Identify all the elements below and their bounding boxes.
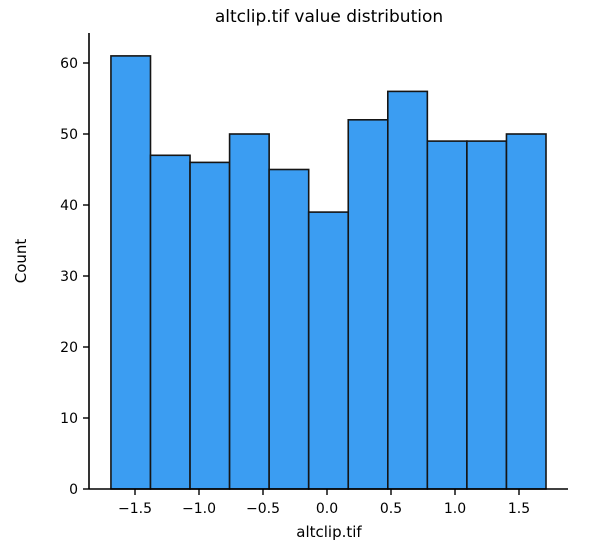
histogram-bar [189,161,231,490]
x-tick-label: −1.0 [182,501,216,517]
histogram-bar [307,211,350,490]
bars-group [110,55,547,490]
x-tick-label: 0.0 [316,501,338,517]
x-tick-label: 0.5 [380,501,402,517]
histogram-bar [347,119,389,490]
y-tick-label: 10 [60,411,78,427]
histogram-bar [386,90,429,490]
chart-title: altclip.tif value distribution [215,7,443,27]
x-tick-label: 1.5 [508,501,530,517]
y-tick-label: 60 [60,56,78,72]
histogram-bar [426,140,468,490]
y-tick-label: 30 [60,269,78,285]
x-tick-label: 1.0 [444,501,466,517]
histogram-bar [228,133,270,490]
y-tick-label: 20 [60,340,78,356]
histogram-bar [505,133,547,490]
y-tick-label: 40 [60,198,78,214]
y-tick-label: 0 [69,482,78,498]
x-axis-label: altclip.tif [296,523,362,541]
axes-group: −1.5 −1.0 −0.5 0.0 0.5 1.0 1.5 0 10 20 30 40 50 60 [60,33,568,517]
y-tick-label: 50 [60,127,78,143]
histogram-bar [149,154,191,490]
y-axis-label: Count [12,239,30,284]
x-tick-label: −1.5 [118,501,152,517]
histogram-bar [268,168,310,490]
histogram-bar [466,140,508,490]
histogram-bar [110,55,152,490]
x-tick-label: −0.5 [246,501,280,517]
